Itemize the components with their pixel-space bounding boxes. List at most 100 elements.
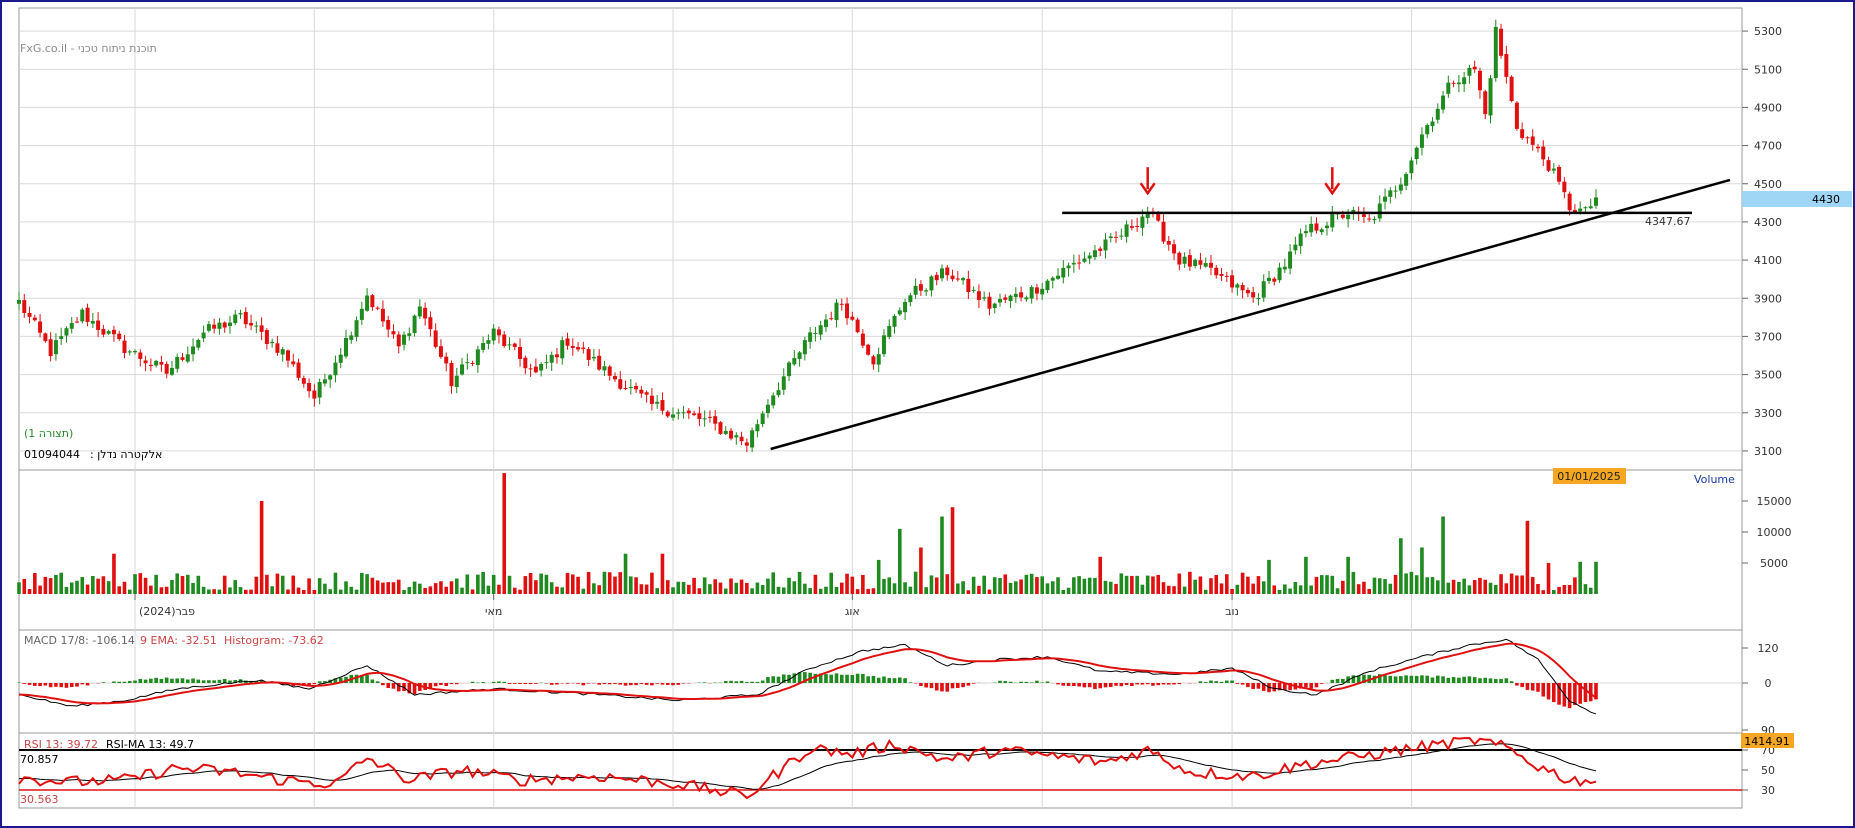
- candle-body: [982, 297, 987, 299]
- volume-bar: [154, 574, 158, 594]
- candle-body: [655, 401, 660, 404]
- volume-bar: [808, 588, 812, 594]
- volume-bar: [655, 588, 659, 594]
- macd-histogram-bar: [1420, 675, 1424, 683]
- volume-bar: [1530, 577, 1535, 594]
- macd-histogram-bar: [1399, 676, 1403, 683]
- macd-histogram-bar: [1256, 683, 1261, 689]
- candle-body: [1493, 26, 1498, 79]
- candle-body: [618, 379, 623, 389]
- price-tick-label: 4100: [1754, 254, 1782, 267]
- macd-histogram-bar: [1573, 683, 1577, 705]
- candle-body: [307, 382, 312, 392]
- candle-body: [518, 346, 523, 359]
- candle-body: [866, 344, 871, 355]
- down-arrow-icon: [1139, 182, 1156, 196]
- candle-body: [1419, 134, 1424, 148]
- candle-body: [998, 299, 1003, 303]
- candle-body: [502, 334, 507, 346]
- volume-bar: [159, 587, 164, 594]
- candle-body: [1314, 223, 1319, 231]
- volume-bar: [650, 572, 654, 594]
- candle-body: [322, 379, 327, 384]
- macd-histogram-bar: [1072, 683, 1076, 686]
- candle-body: [612, 376, 617, 380]
- macd-histogram-bar: [576, 683, 580, 684]
- volume-bar: [1499, 574, 1503, 594]
- volume-bar: [998, 577, 1002, 594]
- macd-histogram-bar: [1583, 683, 1588, 703]
- volume-bar: [117, 586, 122, 594]
- price-tick-label: 5100: [1754, 63, 1782, 76]
- macd-histogram-bar: [829, 674, 834, 683]
- macd-histogram-bar: [333, 678, 338, 683]
- macd-histogram-bar: [433, 683, 438, 687]
- volume-bar: [776, 586, 781, 594]
- volume-bar: [64, 586, 69, 594]
- volume-bar: [1230, 588, 1234, 594]
- volume-bar: [908, 586, 913, 594]
- candle-body: [101, 328, 106, 335]
- candle-body: [1003, 297, 1008, 300]
- candle-body: [154, 360, 159, 366]
- candle-body: [860, 333, 865, 346]
- candle-body: [233, 314, 238, 324]
- volume-bar: [1024, 574, 1029, 594]
- macd-histogram-bar: [1230, 680, 1234, 683]
- candle-body: [1235, 284, 1240, 288]
- macd-histogram-bar: [518, 683, 522, 684]
- instrument-name: : אלקטרה נדלן: [90, 448, 162, 461]
- volume-bar: [265, 574, 269, 594]
- candle-body: [1203, 263, 1208, 267]
- macd-histogram-bar: [512, 683, 517, 684]
- volume-bar: [249, 589, 253, 594]
- macd-histogram-bar: [1478, 678, 1482, 683]
- macd-histogram-bar: [1119, 683, 1124, 687]
- volume-bar: [1145, 575, 1150, 594]
- candle-body: [1398, 184, 1403, 191]
- candle-body: [1530, 136, 1535, 145]
- volume-bar: [1072, 577, 1076, 594]
- candle-body: [1525, 137, 1530, 139]
- candle-body: [1198, 260, 1203, 265]
- macd-histogram-bar: [681, 683, 686, 684]
- volume-bar: [1108, 581, 1113, 594]
- candle-body: [623, 388, 628, 390]
- candle-body: [465, 362, 470, 364]
- macd-histogram-bar: [101, 682, 106, 683]
- volume-bar: [207, 589, 211, 594]
- volume-bar: [1573, 577, 1577, 594]
- macd-histogram-bar: [581, 683, 586, 686]
- macd-histogram-bar: [43, 683, 48, 686]
- volume-bar: [623, 553, 628, 594]
- macd-histogram-bar: [117, 681, 122, 683]
- macd-histogram-bar: [1203, 682, 1208, 683]
- candle-body: [1435, 108, 1440, 120]
- volume-bar: [581, 588, 586, 594]
- candle-body: [955, 278, 960, 280]
- volume-bar: [1293, 582, 1298, 594]
- resistance-value-label: 4347.67: [1645, 215, 1691, 228]
- volume-bar: [38, 585, 42, 594]
- volume-bar: [702, 577, 707, 594]
- macd-histogram-bar: [507, 683, 512, 684]
- volume-bar: [560, 587, 565, 594]
- volume-bar: [1272, 585, 1277, 594]
- macd-histogram-bar: [602, 683, 607, 685]
- candle-body: [1483, 91, 1488, 115]
- candle-body: [1441, 95, 1446, 110]
- candle-body: [111, 329, 116, 335]
- macd-histogram-bar: [940, 683, 944, 692]
- macd-histogram-bar: [1061, 683, 1066, 686]
- macd-histogram-bar: [354, 674, 359, 683]
- volume-tick-label: 10000: [1757, 526, 1792, 539]
- candle-body: [702, 418, 707, 420]
- macd-histogram-bar: [1546, 683, 1551, 700]
- candle-body: [1050, 277, 1055, 281]
- candle-body: [1409, 160, 1414, 174]
- candle-body: [1029, 287, 1034, 299]
- rsi-lower-value: 30.563: [20, 793, 59, 806]
- macd-histogram-bar: [892, 678, 897, 683]
